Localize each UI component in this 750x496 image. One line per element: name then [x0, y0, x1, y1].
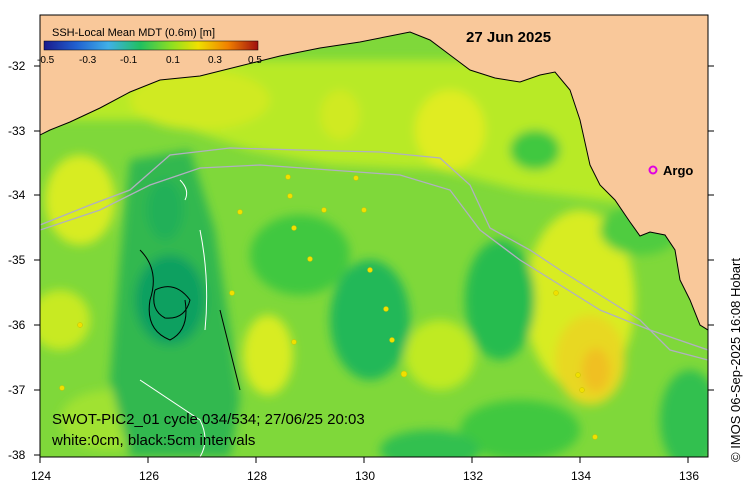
- credit-text: © IMOS 06-Sep-2025 16:08 Hobart: [728, 258, 743, 462]
- y-tick-label: -32: [8, 59, 26, 73]
- colorbar-title: SSH-Local Mean MDT (0.6m) [m]: [52, 27, 215, 39]
- x-axis: [39, 457, 689, 463]
- x-tick-label: 136: [679, 469, 699, 483]
- y-tick-label: -36: [8, 318, 26, 332]
- colorbar-tick: 0.3: [208, 55, 222, 66]
- y-axis: [34, 65, 714, 456]
- y-tick-label: -37: [8, 383, 26, 397]
- colorbar-tick: -0.1: [120, 55, 138, 66]
- argo-marker: [648, 165, 658, 175]
- colorbar: SSH-Local Mean MDT (0.6m) [m] -0.5 -0.3 …: [37, 27, 262, 66]
- colorbar-tick: 0.1: [166, 55, 180, 66]
- satellite-track-lines: [40, 147, 708, 361]
- data-points: [59, 174, 598, 440]
- contour-legend: white:0cm, black:5cm intervals: [51, 432, 255, 449]
- x-tick-label: 130: [355, 469, 375, 483]
- y-tick-label: -35: [8, 253, 26, 267]
- x-tick-label: 132: [463, 469, 483, 483]
- cycle-info: SWOT-PIC2_01 cycle 034/534; 27/06/25 20:…: [52, 411, 365, 428]
- argo-label: Argo: [663, 163, 693, 178]
- colorbar-tick: 0.5: [248, 55, 262, 66]
- y-tick-label: -33: [8, 124, 26, 138]
- y-tick-label: -38: [8, 448, 26, 462]
- x-tick-label: 126: [139, 469, 159, 483]
- x-tick-label: 128: [247, 469, 267, 483]
- map-plot-area: [40, 15, 708, 457]
- y-tick-label: -34: [8, 188, 26, 202]
- colorbar-tick: -0.5: [37, 55, 55, 66]
- plot-frame: [39, 14, 709, 458]
- contour-lines: [139, 179, 241, 457]
- x-tick-label: 134: [571, 469, 591, 483]
- date-label: 27 Jun 2025: [466, 29, 551, 46]
- colorbar-tick: -0.3: [79, 55, 97, 66]
- x-tick-label: 124: [31, 469, 51, 483]
- ssh-anomaly-fields: [40, 60, 708, 457]
